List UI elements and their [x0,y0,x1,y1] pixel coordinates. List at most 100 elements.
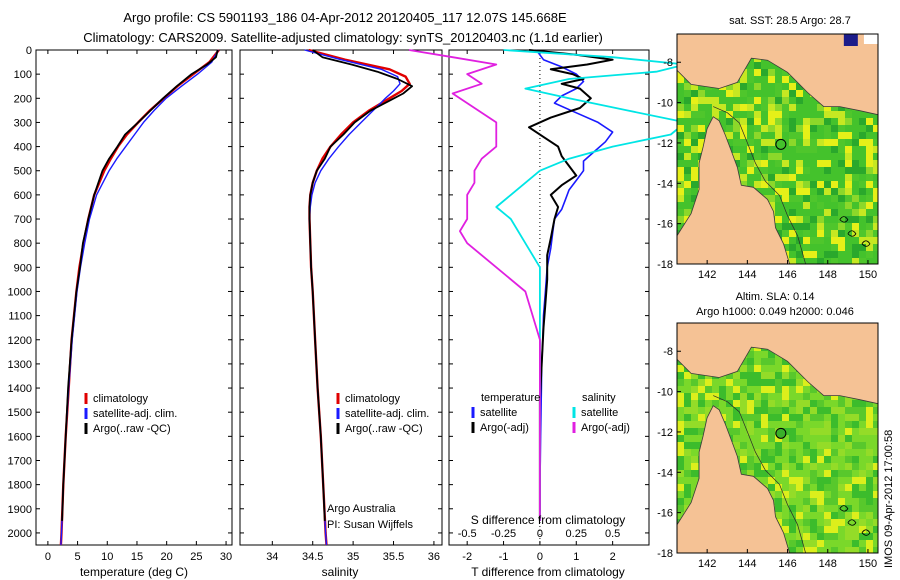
map-cell [831,258,838,264]
map-cell [859,167,866,174]
sla-map-title-1: Altim. SLA: 0.14 [736,291,815,303]
map-cell [684,90,691,97]
map-cell [761,139,768,146]
map-cell [810,407,817,414]
map-cell [747,365,754,372]
map-cell [740,414,747,421]
map-cell [789,244,796,251]
map-cell [782,407,789,414]
map-cell [824,181,831,188]
map-cell [747,407,754,414]
depth-tick-label: 700 [14,214,32,226]
map-cell [803,400,810,407]
map-cell [677,188,684,195]
map-cell [859,477,866,484]
map-cell [817,216,824,223]
map-cell [838,237,845,244]
map-cell [719,104,726,111]
map-cell [740,372,747,379]
map-cell [677,167,684,174]
island-outline [839,216,849,223]
map-cell [754,449,761,456]
map-cell [831,526,838,533]
map-cell [831,111,838,118]
map-cell [768,139,775,146]
map-cell [831,209,838,216]
map-cell [817,498,824,505]
legend-header-temperature: temperature [481,392,540,404]
map-cell [824,421,831,428]
map-cell [684,97,691,104]
map-cell [698,400,705,407]
map-cell [768,484,775,491]
map-cell [698,125,705,132]
map-cell [831,230,838,237]
map-cell [859,400,866,407]
map-cell [838,244,845,251]
map-cell [838,216,845,223]
map-cell [698,414,705,421]
map-cell [824,449,831,456]
map-cell [859,209,866,216]
map-cell [740,76,747,83]
map-cell [796,463,803,470]
map-cell [789,188,796,195]
map-cell [810,428,817,435]
map-cell [733,118,740,125]
map-cell [754,132,761,139]
map-cell [726,90,733,97]
map-cell [782,160,789,167]
map-cell [768,477,775,484]
legend-label: Argo(..raw -QC) [93,423,171,435]
map-cell [838,195,845,202]
map-cell [796,90,803,97]
sal-xtick-label: 36 [428,551,440,563]
sla-map: Altim. SLA: 0.14 Argo h1000: 0.049 h2000… [657,291,879,570]
map-cell [803,540,810,547]
map-cell [761,470,768,477]
map-cell [824,223,831,230]
map-cell [726,379,733,386]
map-cell [691,167,698,174]
map-cell [782,379,789,386]
sla-map-title-2: Argo h1000: 0.049 h2000: 0.046 [696,306,854,318]
map-cell [831,104,838,111]
map-cell [817,477,824,484]
map-cell [859,407,866,414]
map-cell [754,118,761,125]
map-cell [796,132,803,139]
map-cell [838,449,845,456]
sdiff-tick-label: 0.5 [605,528,620,540]
map-cell [852,484,859,491]
map-cell [796,533,803,540]
map-cell [796,421,803,428]
map-cell [775,195,782,202]
map-cell [810,526,817,533]
map-cell [775,484,782,491]
map-cell [684,111,691,118]
map-cell [677,463,684,470]
map-cell [824,230,831,237]
map-cell [761,69,768,76]
depth-tick-label: 1800 [8,480,32,492]
salinity-frame [239,49,443,546]
difference-legend: temperature salinity satellite Argo(-adj) sa… [471,392,630,434]
island-outline [847,230,857,237]
map-cell [845,132,852,139]
depth-tick-label: 1700 [8,455,32,467]
map-cell [824,104,831,111]
map-cell [754,181,761,188]
map-cell [733,407,740,414]
map-cell [831,498,838,505]
map-cell [775,83,782,90]
island-outline [847,519,857,526]
depth-tick-label: 1900 [8,504,32,516]
map-cell [789,83,796,90]
map-cell [796,512,803,519]
map-cell [838,118,845,125]
map-cell [754,62,761,69]
new-guinea-land [677,323,878,405]
map-cell [824,484,831,491]
map-cell [866,533,873,540]
map-cell [866,400,873,407]
